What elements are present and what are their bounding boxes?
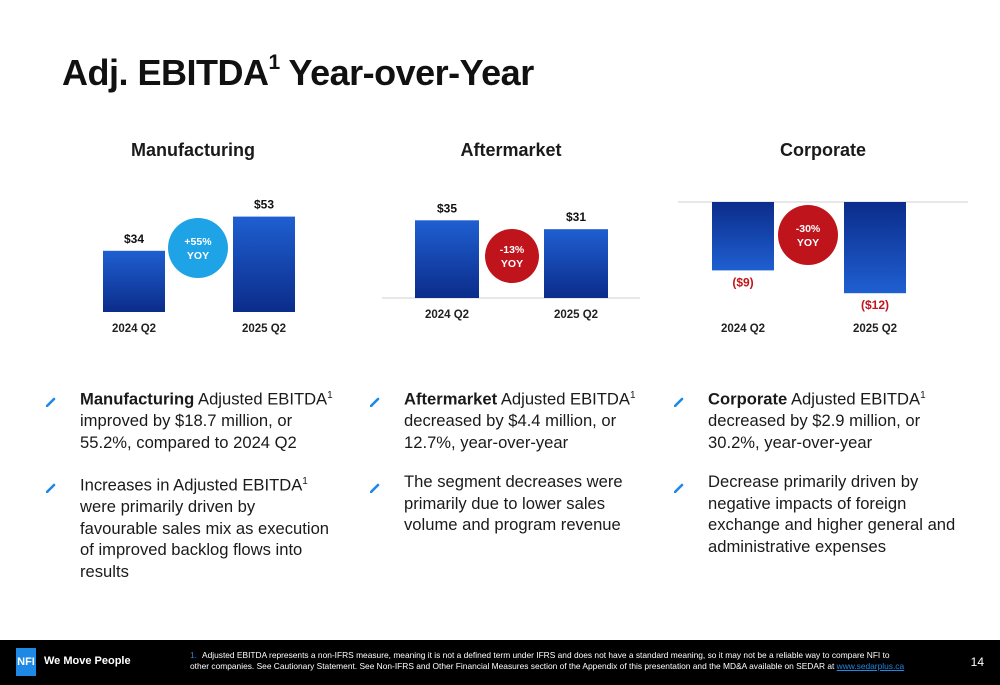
bullet-pen-icon — [673, 385, 708, 453]
bullet-text: Corporate Adjusted EBITDA1 decreased by … — [708, 389, 926, 452]
corporate-chart: Corporate ($9) 2024 Q2 ($12) 2025 Q2 -30% YOY — [678, 140, 968, 340]
nfi-logo: NFI — [16, 648, 36, 676]
yoy-badge-percent: +55% — [184, 236, 212, 248]
footnote-number: 1. — [190, 650, 197, 660]
manufacturing-chart: Manufacturing $34 2024 Q2 $53 2025 Q2 +55% YO… — [68, 140, 318, 340]
aftermarket-chart: Aftermarket $35 2024 Q2 $31 2025 Q2 -13% YOY — [382, 140, 640, 340]
yoy-badge — [485, 229, 539, 283]
bullet-text: Decrease primarily driven by negative im… — [708, 472, 956, 556]
bullet-item: The segment decreases were primarily due… — [369, 471, 650, 536]
corporate-chart-title: Corporate — [779, 140, 866, 160]
category-label: 2024 Q2 — [721, 323, 765, 335]
tagline: We Move People — [44, 655, 131, 667]
value-label: $53 — [254, 198, 274, 212]
bar-2024-q2 — [103, 250, 165, 312]
bar-2025-q2 — [544, 229, 608, 298]
bullet-pen-icon — [673, 471, 708, 557]
yoy-badge — [168, 218, 228, 278]
bullet-text: Aftermarket Adjusted EBITDA1 decreased b… — [404, 389, 636, 452]
bullet-item: Manufacturing Adjusted EBITDA1 improved … — [45, 385, 336, 453]
bar-2024-q2 — [712, 202, 774, 271]
bullet-pen-icon — [369, 471, 404, 536]
category-label: 2024 Q2 — [112, 323, 156, 335]
aftermarket-chart-svg: $35 2024 Q2 $31 2025 Q2 -13% YOY — [382, 201, 640, 321]
footer-bar: NFI We Move People 1. Adjusted EBITDA rep… — [0, 640, 1000, 685]
bar-2024-q2 — [415, 220, 479, 298]
title-footnote-marker: 1 — [268, 51, 281, 74]
yoy-badge-label: YOY — [501, 258, 523, 270]
corporate-bullets: Corporate Adjusted EBITDA1 decreased by … — [673, 385, 974, 575]
bullet-pen-icon — [45, 385, 80, 453]
bullet-item: Decrease primarily driven by negative im… — [673, 471, 974, 557]
yoy-badge-percent: -30% — [796, 223, 821, 235]
manufacturing-chart-svg: $34 2024 Q2 $53 2025 Q2 +55% YOY — [103, 198, 295, 335]
sedar-link[interactable]: www.sedarplus.ca — [836, 661, 905, 671]
aftermarket-chart-title: Aftermarket — [460, 140, 562, 160]
page-title: Adj. EBITDA1 Year-over-Year — [62, 51, 535, 94]
yoy-badge-percent: -13% — [500, 244, 525, 256]
value-label: $34 — [124, 232, 144, 246]
category-label: 2025 Q2 — [242, 323, 286, 335]
manufacturing-bullets: Manufacturing Adjusted EBITDA1 improved … — [45, 385, 336, 600]
value-label: ($9) — [732, 275, 753, 289]
title-rest: Year-over-Year — [279, 52, 535, 93]
yoy-badge-label: YOY — [797, 237, 819, 249]
value-label: $31 — [566, 210, 586, 224]
manufacturing-chart-title: Manufacturing — [131, 140, 255, 160]
value-label: ($12) — [861, 298, 889, 312]
bullet-item: Increases in Adjusted EBITDA1 were prima… — [45, 471, 336, 582]
category-label: 2024 Q2 — [425, 309, 469, 321]
bullet-item: Aftermarket Adjusted EBITDA1 decreased b… — [369, 385, 650, 453]
bullet-pen-icon — [45, 471, 80, 582]
footnote-text: Adjusted EBITDA represents a non-IFRS me… — [190, 650, 890, 671]
value-label: $35 — [437, 201, 457, 215]
bullet-text: Manufacturing Adjusted EBITDA1 improved … — [80, 389, 333, 452]
bullet-text: The segment decreases were primarily due… — [404, 472, 623, 535]
footnote: 1. Adjusted EBITDA represents a non-IFRS … — [190, 650, 910, 672]
corporate-chart-svg: ($9) 2024 Q2 ($12) 2025 Q2 -30% YOY — [678, 201, 968, 335]
bar-2025-q2 — [844, 202, 906, 294]
bar-2025-q2 — [233, 216, 295, 312]
category-label: 2025 Q2 — [853, 323, 897, 335]
bullet-text: Increases in Adjusted EBITDA1 were prima… — [80, 475, 330, 581]
title-main: Adj. EBITDA — [62, 52, 269, 93]
bullet-pen-icon — [369, 385, 404, 453]
page-number: 14 — [970, 655, 984, 669]
yoy-badge — [778, 205, 838, 265]
bullet-item: Corporate Adjusted EBITDA1 decreased by … — [673, 385, 974, 453]
category-label: 2025 Q2 — [554, 309, 598, 321]
aftermarket-bullets: Aftermarket Adjusted EBITDA1 decreased b… — [369, 385, 650, 554]
yoy-badge-label: YOY — [187, 250, 209, 262]
